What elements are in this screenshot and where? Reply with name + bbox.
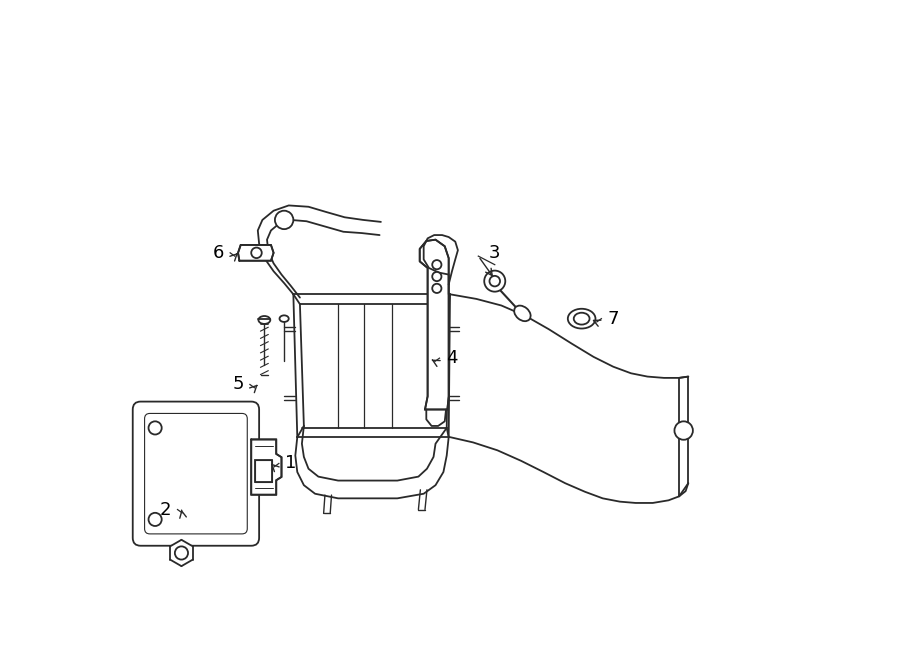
Polygon shape [238, 245, 274, 260]
Ellipse shape [514, 305, 531, 321]
Circle shape [432, 260, 441, 269]
Circle shape [274, 211, 293, 229]
Text: 4: 4 [446, 349, 457, 367]
Circle shape [148, 513, 162, 526]
Text: 7: 7 [608, 309, 619, 328]
Circle shape [432, 284, 441, 293]
Circle shape [674, 421, 693, 440]
Ellipse shape [258, 316, 270, 324]
Text: 2: 2 [160, 500, 171, 518]
Circle shape [251, 248, 262, 258]
Circle shape [490, 276, 500, 286]
Text: 5: 5 [232, 375, 244, 393]
Circle shape [175, 547, 188, 560]
FancyBboxPatch shape [132, 402, 259, 546]
Ellipse shape [568, 309, 596, 329]
Polygon shape [251, 440, 282, 494]
Ellipse shape [573, 313, 590, 325]
Text: 3: 3 [489, 244, 500, 262]
Ellipse shape [280, 315, 289, 322]
Circle shape [484, 270, 505, 292]
Circle shape [148, 421, 162, 434]
Polygon shape [170, 540, 193, 566]
Polygon shape [419, 240, 449, 409]
Text: 6: 6 [212, 244, 224, 262]
FancyBboxPatch shape [145, 413, 248, 534]
Polygon shape [255, 461, 273, 482]
Circle shape [432, 272, 441, 281]
Text: 1: 1 [285, 455, 296, 473]
